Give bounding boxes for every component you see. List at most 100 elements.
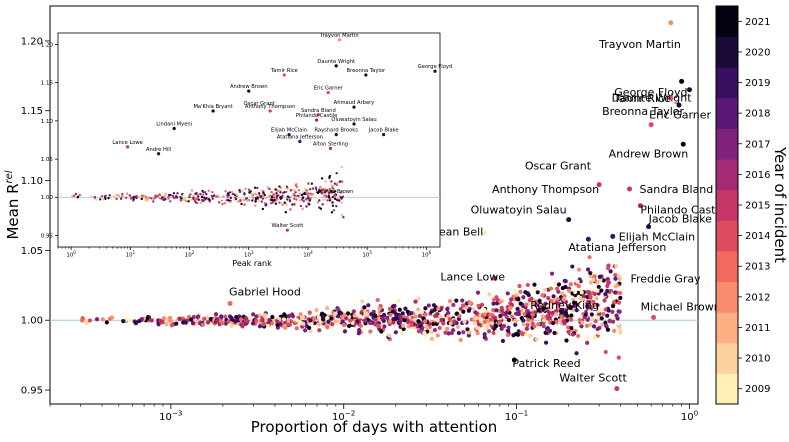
scatter-point bbox=[617, 309, 622, 314]
scatter-point bbox=[270, 314, 275, 320]
scatter-point bbox=[486, 329, 492, 334]
scatter-point bbox=[339, 180, 342, 183]
labeled-point bbox=[282, 73, 286, 77]
scatter-point bbox=[424, 324, 429, 329]
scatter-point bbox=[340, 197, 343, 200]
scatter-point bbox=[176, 192, 179, 195]
scatter-point bbox=[558, 318, 563, 323]
scatter-point bbox=[183, 320, 188, 325]
scatter-point bbox=[281, 194, 284, 198]
scatter-point bbox=[294, 326, 299, 331]
scatter-point bbox=[610, 319, 616, 324]
colorbar-band bbox=[716, 220, 738, 252]
scatter-point bbox=[467, 330, 472, 335]
scatter-point bbox=[585, 267, 591, 272]
scatter-point bbox=[613, 284, 618, 289]
scatter-point bbox=[132, 198, 135, 201]
scatter-point bbox=[194, 201, 198, 204]
labeled-point bbox=[156, 152, 161, 156]
scatter-point bbox=[294, 191, 297, 194]
scatter-point bbox=[275, 197, 279, 200]
scatter-point bbox=[84, 320, 89, 325]
colorbar-tick-label: 2016 bbox=[745, 170, 770, 181]
scatter-point bbox=[263, 314, 268, 319]
scatter-point bbox=[610, 309, 615, 314]
scatter-point bbox=[568, 305, 574, 310]
scatter-point bbox=[497, 320, 502, 325]
scatter-point bbox=[278, 322, 283, 327]
scatter-point bbox=[612, 300, 617, 305]
scatter-point bbox=[228, 191, 231, 194]
scatter-point bbox=[585, 304, 590, 309]
scatter-point bbox=[540, 293, 545, 298]
labeled-point bbox=[668, 95, 674, 101]
scatter-point bbox=[617, 276, 622, 281]
point-label: Lindani Myeni bbox=[156, 122, 192, 128]
scatter-point bbox=[599, 316, 604, 321]
scatter-point bbox=[431, 303, 437, 308]
labeled-point bbox=[492, 275, 498, 281]
scatter-point bbox=[573, 289, 578, 295]
scatter-point bbox=[325, 315, 330, 321]
scatter-point bbox=[521, 295, 526, 300]
inset-plot-frame bbox=[57, 32, 441, 248]
scatter-point bbox=[98, 198, 102, 201]
colorbar-label: Year of incident bbox=[771, 146, 789, 263]
scatter-point bbox=[280, 196, 283, 200]
colorbar: 2009 2010 2011 2012 2013 2014 2015 2016 2017 2018… bbox=[715, 5, 789, 405]
scatter-point bbox=[330, 180, 333, 183]
scatter-point bbox=[230, 190, 234, 194]
scatter-point bbox=[94, 198, 98, 201]
scatter-point bbox=[340, 191, 344, 194]
scatter-point bbox=[190, 321, 196, 326]
scatter-point bbox=[592, 274, 597, 279]
colorbar-bands bbox=[716, 6, 738, 405]
scatter-point bbox=[534, 337, 539, 342]
scatter-point bbox=[518, 289, 523, 294]
scatter-point bbox=[94, 317, 100, 322]
scatter-point bbox=[278, 201, 281, 204]
colorbar-band bbox=[716, 97, 738, 129]
scatter-point bbox=[241, 190, 244, 193]
scatter-point bbox=[376, 316, 382, 321]
scatter-point bbox=[548, 306, 553, 311]
scatter-point bbox=[238, 317, 244, 322]
scatter-point bbox=[592, 335, 598, 340]
scatter-point bbox=[171, 194, 175, 198]
scatter-point bbox=[590, 317, 595, 322]
scatter-point bbox=[234, 314, 239, 320]
scatter-point bbox=[401, 326, 406, 332]
scatter-point bbox=[375, 297, 380, 303]
x-tick-label: 10−2 bbox=[332, 409, 355, 424]
scatter-point bbox=[238, 190, 242, 194]
scatter-point bbox=[588, 280, 593, 285]
scatter-point bbox=[358, 323, 363, 328]
point-label: Michael Brown bbox=[316, 189, 354, 195]
scatter-point bbox=[568, 282, 573, 287]
scatter-point bbox=[605, 327, 611, 332]
scatter-point bbox=[311, 187, 315, 190]
scatter-point bbox=[438, 314, 443, 319]
scatter-point bbox=[499, 305, 504, 310]
scatter-point bbox=[472, 321, 477, 326]
scatter-point bbox=[200, 322, 206, 327]
labeled-point bbox=[637, 203, 643, 209]
scatter-point bbox=[290, 194, 294, 197]
scatter-point bbox=[423, 312, 428, 317]
point-label: Tamir Rice bbox=[613, 92, 671, 105]
scatter-point bbox=[528, 333, 533, 339]
scatter-point bbox=[335, 183, 338, 187]
scatter-point bbox=[250, 321, 256, 326]
scatter-point bbox=[316, 322, 321, 327]
labeled-point bbox=[686, 87, 692, 93]
scatter-point bbox=[212, 194, 215, 198]
scatter-point bbox=[571, 300, 577, 305]
labeled-point bbox=[247, 89, 251, 93]
scatter-point bbox=[409, 322, 414, 328]
labeled-point bbox=[668, 20, 674, 26]
scatter-point bbox=[335, 306, 341, 312]
scatter-point bbox=[275, 319, 280, 324]
point-label: Breonna Taylor bbox=[347, 68, 387, 74]
scatter-point bbox=[257, 199, 260, 203]
scatter-point bbox=[328, 176, 331, 180]
